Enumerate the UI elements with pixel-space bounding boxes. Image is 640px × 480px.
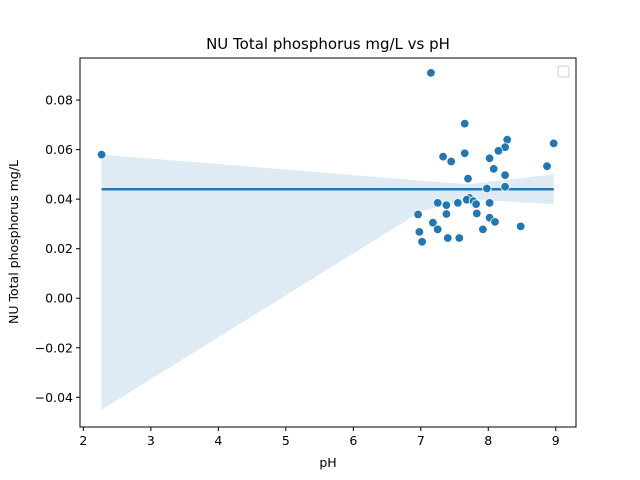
x-tick-label: 5: [282, 433, 290, 448]
data-point: [426, 68, 436, 78]
data-point: [489, 164, 499, 174]
y-tick-label: 0.02: [45, 241, 73, 256]
axes-layer: [79, 57, 577, 428]
chart-title: NU Total phosphorus mg/L vs pH: [206, 35, 450, 53]
legend-box: [557, 65, 570, 78]
data-point: [471, 199, 481, 209]
data-point: [460, 118, 470, 129]
data-point: [490, 217, 500, 227]
data-point: [441, 200, 452, 210]
data-point: [413, 209, 423, 220]
x-tick-label: 3: [147, 433, 155, 448]
data-point: [484, 153, 495, 164]
data-point: [433, 224, 443, 235]
data-point: [453, 198, 463, 208]
data-point: [516, 221, 526, 232]
data-point: [463, 173, 473, 184]
data-point: [454, 233, 465, 243]
data-point: [438, 151, 448, 162]
data-point: [96, 149, 107, 160]
data-point: [493, 146, 504, 156]
y-tick-label: −0.02: [35, 340, 73, 355]
x-tick-label: 8: [484, 433, 492, 448]
x-tick-label: 9: [552, 433, 560, 448]
x-tick-label: 7: [417, 433, 425, 448]
data-point: [478, 224, 488, 235]
x-tick-label: 2: [79, 433, 87, 448]
data-point: [549, 138, 559, 149]
data-point: [446, 156, 456, 167]
y-tick-label: −0.04: [35, 390, 73, 405]
y-tick-label: 0.04: [45, 192, 73, 207]
data-point: [542, 161, 552, 171]
x-ticks: 2 3 4 5 6 7 8 9: [79, 427, 560, 448]
data-point: [428, 217, 438, 228]
data-point: [443, 233, 453, 243]
data-point: [414, 227, 425, 237]
data-point: [460, 148, 470, 159]
y-tick-label: 0.00: [45, 291, 73, 306]
y-axis-label: NU Total phosphorus mg/L: [6, 160, 21, 324]
confidence-band-layer: [101, 154, 554, 410]
data-point: [433, 198, 443, 208]
data-point: [500, 182, 510, 192]
x-tick-label: 6: [349, 433, 357, 448]
data-point: [441, 209, 452, 219]
y-tick-label: 0.08: [45, 93, 73, 108]
plot-frame: [79, 57, 577, 428]
points-layer: [96, 68, 559, 247]
data-point: [482, 183, 492, 194]
data-point: [500, 170, 510, 180]
data-point: [484, 198, 495, 208]
data-point: [472, 208, 482, 219]
confidence-band: [101, 154, 554, 410]
data-point: [417, 237, 427, 247]
x-axis-label: pH: [319, 455, 336, 470]
y-tick-label: 0.06: [45, 142, 73, 157]
x-tick-label: 4: [214, 433, 222, 448]
y-ticks: −0.04 −0.02 0.00 0.02 0.04 0.06 0.08: [35, 93, 80, 405]
